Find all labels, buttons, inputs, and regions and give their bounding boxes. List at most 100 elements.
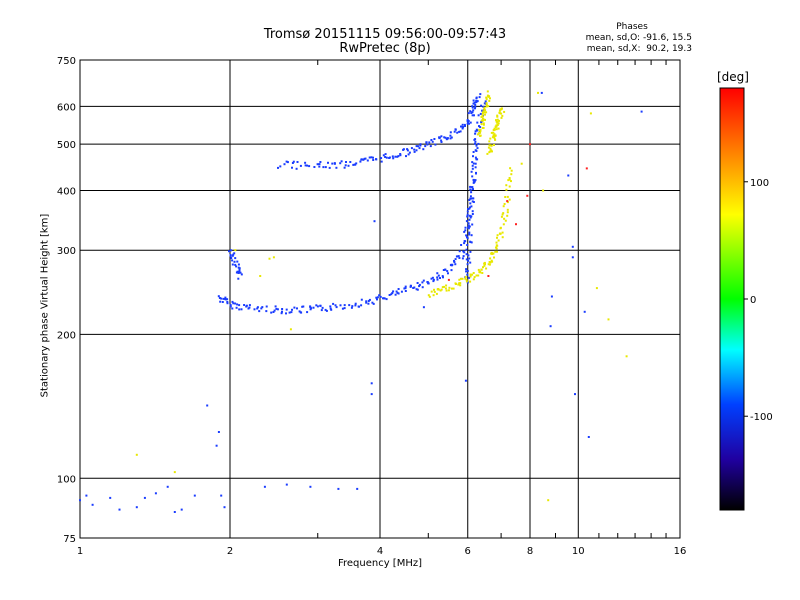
data-point [419, 144, 422, 147]
data-point [384, 153, 387, 156]
data-point [285, 160, 288, 163]
data-point [343, 304, 346, 307]
data-point [302, 305, 305, 308]
data-point [234, 263, 237, 266]
data-point [479, 126, 482, 129]
data-point [474, 149, 477, 152]
data-point [206, 404, 209, 407]
data-point [467, 254, 470, 257]
data-point [380, 157, 383, 160]
data-point [228, 250, 230, 253]
data-point [466, 119, 469, 122]
data-point [237, 263, 240, 266]
data-point [329, 305, 332, 308]
data-point [471, 210, 474, 213]
data-point [376, 296, 379, 299]
data-point [279, 165, 282, 168]
data-point [363, 157, 366, 160]
data-point [316, 305, 319, 308]
data-point [488, 99, 491, 102]
data-point [571, 245, 574, 248]
x-axis-label: Frequency [MHz] [337, 558, 423, 569]
data-point [412, 287, 415, 289]
data-point [306, 311, 309, 314]
data-point [470, 186, 473, 189]
data-point [299, 164, 302, 167]
data-point [292, 160, 295, 163]
data-point [467, 120, 470, 122]
data-point [427, 294, 430, 297]
data-point [224, 296, 227, 299]
data-point [469, 261, 472, 264]
data-point [454, 128, 457, 131]
data-point [489, 137, 492, 140]
data-point [471, 273, 474, 276]
data-point [385, 156, 388, 159]
data-point [406, 148, 409, 151]
data-point [453, 130, 456, 133]
data-point [466, 237, 469, 240]
data-point [515, 223, 517, 226]
data-point [245, 304, 248, 307]
x-tick-label: 4 [377, 546, 383, 557]
data-point [248, 306, 251, 309]
data-point [449, 131, 452, 134]
data-point [505, 188, 508, 191]
data-point [494, 250, 497, 253]
data-point [490, 149, 493, 152]
data-point [481, 272, 484, 274]
data-point [490, 251, 493, 254]
data-point [477, 114, 480, 117]
data-point [550, 295, 553, 298]
data-point [485, 105, 488, 108]
data-point [413, 150, 416, 153]
data-point [318, 163, 321, 166]
data-point [488, 144, 491, 147]
data-point [475, 101, 478, 104]
data-point [443, 136, 446, 139]
data-point [492, 252, 495, 255]
data-point [463, 242, 466, 245]
data-point [230, 257, 233, 259]
data-point [474, 140, 477, 143]
data-point [404, 287, 407, 290]
data-point [469, 273, 472, 276]
data-point [364, 157, 367, 160]
data-point [231, 307, 234, 310]
data-point [432, 278, 435, 281]
data-point [440, 288, 443, 291]
data-point [217, 295, 220, 298]
data-point [471, 213, 474, 215]
data-point [385, 298, 388, 301]
data-point [485, 111, 488, 114]
data-point [449, 137, 452, 140]
data-point [368, 156, 371, 159]
data-point [232, 253, 235, 256]
data-point [296, 307, 298, 310]
data-point [235, 306, 238, 309]
data-point [474, 142, 476, 145]
data-point [289, 328, 292, 331]
data-point [394, 293, 397, 296]
data-point [475, 171, 477, 174]
data-point [437, 288, 440, 291]
data-point [487, 95, 490, 98]
data-point [365, 300, 368, 303]
data-point [335, 166, 338, 169]
data-point [471, 167, 474, 170]
data-point [229, 305, 232, 308]
data-point [483, 106, 486, 109]
data-point [431, 140, 434, 143]
data-point [465, 268, 468, 271]
y-tick-label: 300 [57, 246, 76, 257]
data-point [306, 164, 309, 167]
y-tick-label: 200 [57, 330, 76, 341]
data-point [435, 292, 438, 295]
data-point [280, 312, 283, 315]
data-point [495, 244, 498, 247]
data-point [464, 379, 467, 382]
data-point [496, 250, 498, 253]
data-point [487, 275, 490, 277]
data-point [459, 277, 462, 280]
data-point [502, 205, 505, 208]
